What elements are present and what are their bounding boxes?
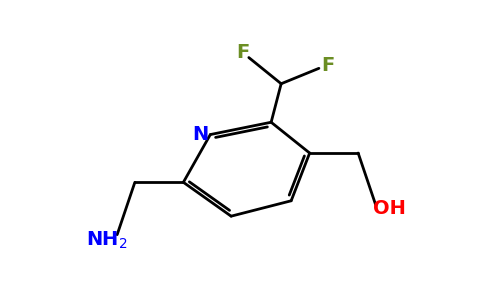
Text: OH: OH [373,199,406,218]
Text: F: F [236,44,249,62]
Text: F: F [321,56,335,75]
Text: NH$_2$: NH$_2$ [86,230,127,251]
Text: N: N [192,125,209,144]
